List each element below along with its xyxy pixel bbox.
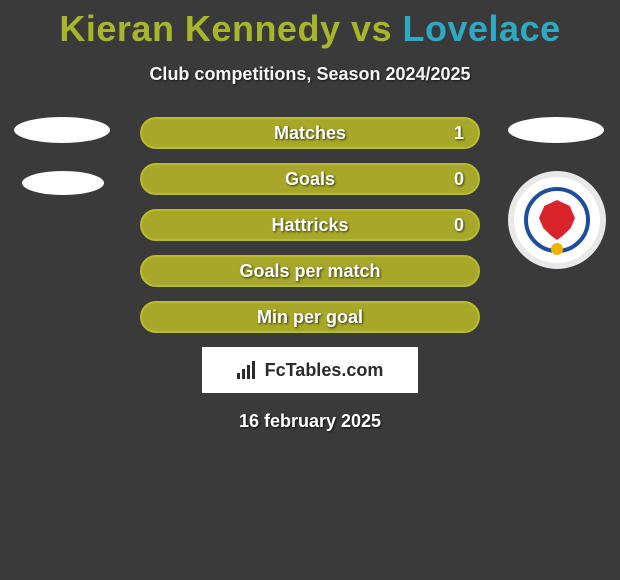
stat-label: Matches xyxy=(274,123,346,144)
player2-name: Lovelace xyxy=(403,8,561,49)
stat-label: Goals per match xyxy=(239,261,380,282)
stat-value: 0 xyxy=(454,169,464,190)
stat-label: Min per goal xyxy=(257,307,363,328)
stat-bar-goals: Goals 0 xyxy=(140,163,480,195)
stat-bars: Matches 1 Goals 0 Hattricks 0 Goals per … xyxy=(140,117,480,333)
stat-bar-goals-per-match: Goals per match xyxy=(140,255,480,287)
player1-badge-icon xyxy=(14,117,110,143)
player1-club-badge-icon xyxy=(22,171,104,195)
bar-chart-icon xyxy=(237,361,259,379)
footer-date: 16 february 2025 xyxy=(0,411,620,432)
player1-badges xyxy=(14,117,110,223)
brand-box[interactable]: FcTables.com xyxy=(202,347,418,393)
lion-icon xyxy=(539,200,575,240)
ball-icon xyxy=(551,243,563,255)
player2-badge-icon xyxy=(508,117,604,143)
stat-bar-matches: Matches 1 xyxy=(140,117,480,149)
stat-value: 0 xyxy=(454,215,464,236)
player1-name: Kieran Kennedy xyxy=(59,8,340,49)
stat-bar-hattricks: Hattricks 0 xyxy=(140,209,480,241)
page-title: Kieran Kennedy vs Lovelace xyxy=(0,0,620,50)
stat-label: Goals xyxy=(285,169,335,190)
player2-club-crest-icon xyxy=(508,171,606,269)
stat-bar-min-per-goal: Min per goal xyxy=(140,301,480,333)
subtitle: Club competitions, Season 2024/2025 xyxy=(0,64,620,85)
player2-badges xyxy=(508,117,606,269)
vs-separator: vs xyxy=(340,8,402,49)
comparison-content: Matches 1 Goals 0 Hattricks 0 Goals per … xyxy=(0,117,620,432)
brand-text: FcTables.com xyxy=(265,360,384,381)
stat-value: 1 xyxy=(454,123,464,144)
stat-label: Hattricks xyxy=(271,215,348,236)
